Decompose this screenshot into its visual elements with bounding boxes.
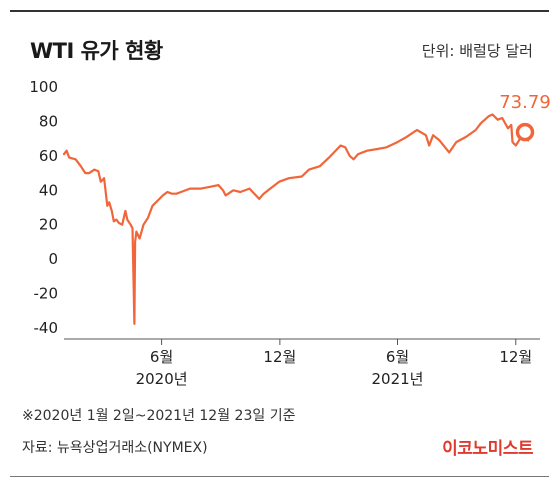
source-note: 자료: 뉴욕상업거래소(NYMEX)	[22, 440, 208, 456]
date-range-note: ※2020년 1월 2일~2021년 12월 23일 기준	[22, 408, 296, 424]
y-axis: 100 80 60 40 20 0 -20 -40	[29, 78, 58, 337]
bottom-rule	[10, 476, 549, 477]
x-tick-label: 6월	[386, 348, 409, 366]
y-tick-label: 80	[39, 112, 58, 130]
y-tick-label: -40	[34, 319, 59, 337]
y-tick-label: 100	[29, 78, 58, 96]
x-tick-label: 6월	[150, 348, 173, 366]
x-year-label: 2020년	[136, 370, 188, 388]
x-tick-label: 12월	[499, 348, 532, 366]
x-year-label: 2021년	[372, 370, 424, 388]
y-tick-label: 20	[39, 216, 58, 234]
x-axis: 6월 2020년 12월 6월 2021년 12월	[64, 338, 540, 388]
last-value-marker	[515, 122, 535, 142]
y-tick-label: 40	[39, 181, 58, 199]
wti-price-line	[62, 113, 532, 325]
series-layer: 73.79	[62, 92, 551, 325]
unit-label: 단위: 배럴당 달러	[421, 42, 533, 60]
x-tick-label: 12월	[263, 348, 296, 366]
top-rule	[10, 10, 549, 12]
y-tick-label: 60	[39, 147, 58, 165]
publisher-logo: 이코노미스트	[442, 439, 533, 459]
y-tick-label: -20	[34, 285, 59, 303]
y-tick-label: 0	[48, 250, 58, 268]
last-value-label: 73.79	[499, 92, 551, 113]
chart-title: WTI 유가 현황	[30, 39, 163, 63]
